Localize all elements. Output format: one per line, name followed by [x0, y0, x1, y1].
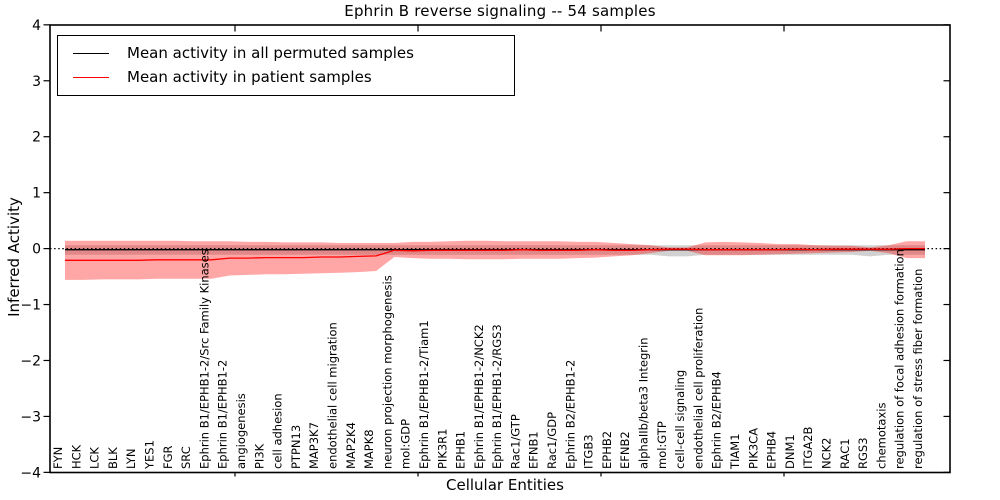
x-category-label: HCK [69, 444, 83, 469]
x-category-label: YES1 [143, 440, 157, 470]
x-category-label: endothelial cell migration [326, 322, 340, 469]
legend-line-black-icon [73, 52, 109, 54]
x-category-label: endothelial cell proliferation [691, 308, 705, 469]
x-category-label: chemotaxis [874, 403, 888, 469]
x-category-label: EPHB4 [765, 431, 779, 469]
x-category-label: BLK [106, 447, 120, 469]
legend-label-permuted: Mean activity in all permuted samples [127, 43, 414, 62]
x-category-label: PIK3R1 [435, 429, 449, 470]
x-category-label: LYN [124, 448, 138, 469]
x-category-label: EPHB1 [454, 431, 468, 469]
x-category-label: regulation of stress fiber formation [911, 269, 925, 469]
x-category-label: angiogenesis [234, 393, 248, 469]
x-category-label: Rac1/GTP [508, 414, 522, 469]
x-category-label: mol:GDP [399, 419, 413, 469]
x-category-label: ITGB3 [582, 434, 596, 469]
x-category-label: RGS3 [856, 437, 870, 469]
x-category-label: PIK3CA [746, 428, 760, 469]
x-category-label: NCK2 [820, 438, 834, 470]
x-category-label: alphaIIb/beta3 Integrin [637, 337, 651, 469]
x-category-label: FGR [161, 445, 175, 469]
x-category-label: Ephrin B2/EPHB4 [710, 371, 724, 469]
x-category-label: cell adhesion [271, 393, 285, 469]
x-category-label: Ephrin B1/EPHB1-2/RGS3 [490, 324, 504, 469]
x-category-label: Ephrin B1/EPHB1-2 [216, 360, 230, 469]
y-tick-label: −2 [20, 353, 41, 369]
y-tick-label: 2 [32, 130, 41, 146]
x-category-label: Ephrin B1/EPHB1-2/NCK2 [472, 324, 486, 469]
x-category-label: mol:GTP [655, 421, 669, 469]
legend-item-permuted: Mean activity in all permuted samples [73, 43, 514, 62]
x-category-label: LCK [88, 447, 102, 469]
y-tick-label: 1 [32, 186, 41, 202]
x-category-label: regulation of focal adhesion formation [893, 249, 907, 469]
y-tick-label: 0 [32, 242, 41, 258]
patient-mean-line [65, 247, 925, 261]
x-category-label: MAPK8 [362, 429, 376, 469]
x-category-label: PTPN13 [289, 425, 303, 469]
x-category-label: Ephrin B2/EPHB1-2 [563, 360, 577, 469]
x-category-label: ITGA2B [801, 426, 815, 469]
x-category-label: FYN [51, 447, 65, 469]
x-category-label: MAP3K7 [307, 422, 321, 469]
x-category-label: RAC1 [838, 438, 852, 469]
y-axis-label: Inferred Activity [5, 197, 23, 317]
x-category-label: MAP2K4 [344, 422, 358, 469]
y-tick-label: −1 [20, 298, 41, 314]
y-tick-label: 3 [32, 74, 41, 90]
x-category-label: Ephrin B1/EPHB1-2/Src Family Kinases [197, 249, 211, 469]
x-category-label: DNM1 [783, 434, 797, 469]
x-category-label: neuron projection morphogenesis [380, 275, 394, 469]
chart-title: Ephrin B reverse signaling -- 54 samples [344, 2, 656, 20]
patient-band [65, 240, 925, 280]
legend-label-patient: Mean activity in patient samples [127, 68, 372, 87]
legend-item-patient: Mean activity in patient samples [73, 70, 514, 85]
x-category-label: EFNB1 [527, 431, 541, 469]
x-category-label: SRC [179, 446, 193, 469]
x-category-label: EPHB2 [600, 431, 614, 469]
x-category-label: EFNB2 [618, 431, 632, 469]
x-category-label: Ephrin B1/EPHB1-2/Tiam1 [417, 320, 431, 469]
x-category-label: Rac1/GDP [545, 412, 559, 469]
legend: Mean activity in all permuted samples Me… [57, 35, 515, 96]
y-tick-label: −3 [20, 409, 41, 425]
x-category-label: TIAM1 [728, 433, 742, 470]
x-category-label: cell-cell signaling [673, 370, 687, 469]
x-category-label: PI3K [252, 443, 266, 469]
x-axis-label: Cellular Entities [446, 476, 564, 494]
y-tick-label: −4 [20, 465, 41, 481]
legend-line-red-icon [73, 77, 109, 79]
y-tick-label: 4 [32, 18, 41, 34]
